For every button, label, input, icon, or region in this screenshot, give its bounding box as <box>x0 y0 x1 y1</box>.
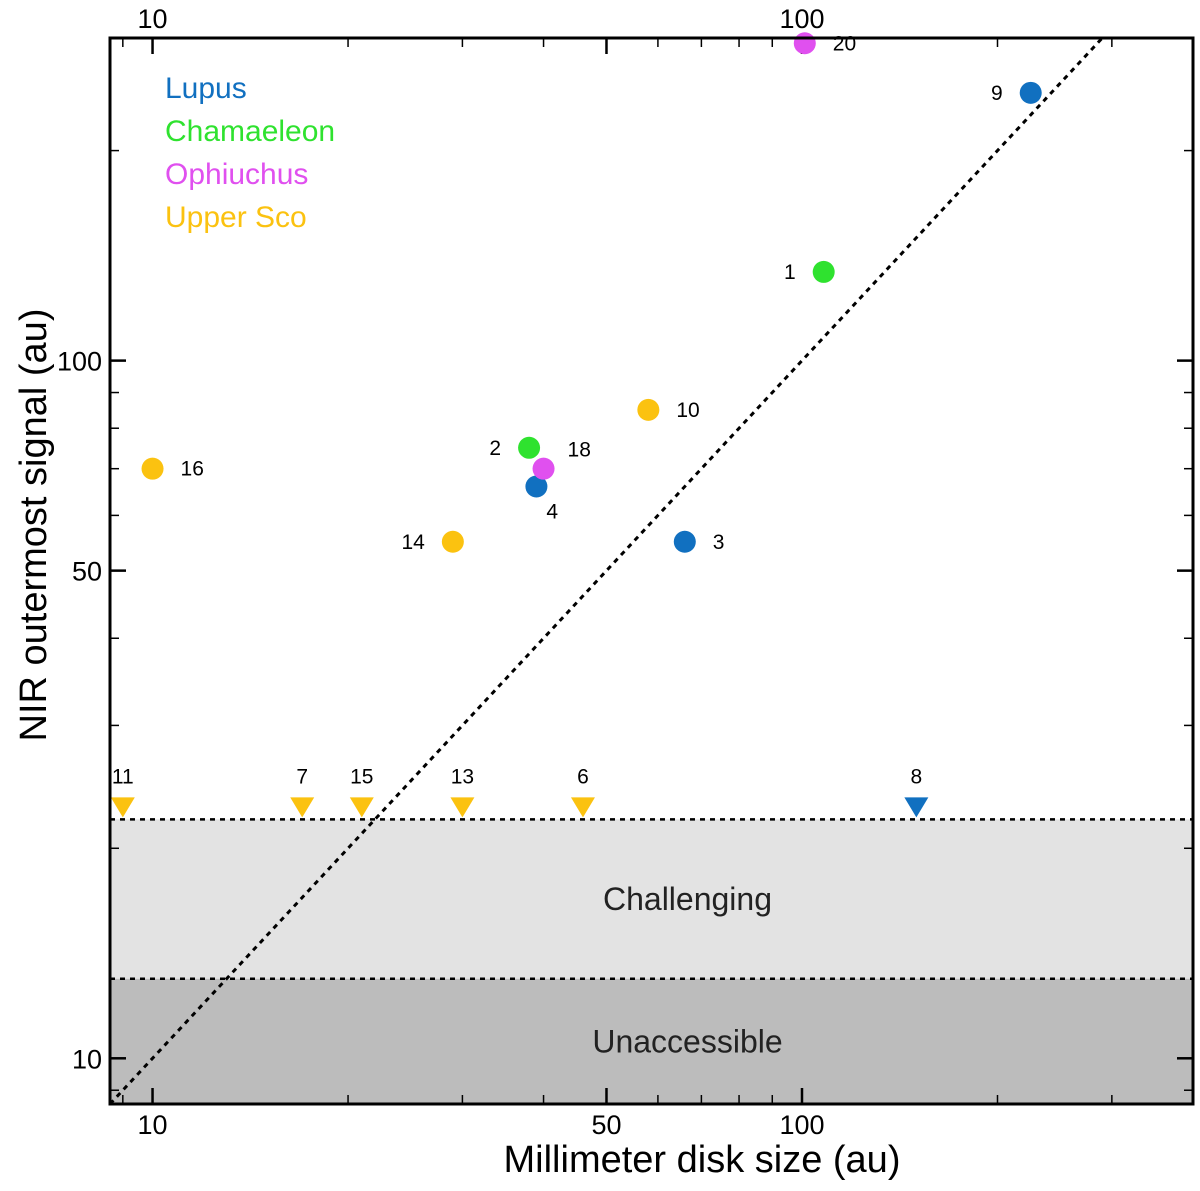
data-point-label-14: 14 <box>401 531 425 554</box>
upper-limit-label-7: 7 <box>296 765 308 788</box>
data-point-3 <box>673 530 696 553</box>
upper-limit-label-13: 13 <box>451 765 474 788</box>
data-point-label-4: 4 <box>546 501 558 524</box>
x-tick-label-top: 100 <box>779 4 824 34</box>
data-point-label-3: 3 <box>713 531 725 554</box>
ticks-layer: 10 50 100 10 100 10 50 100 <box>57 4 1194 1140</box>
legend-entry-chamaeleon: Chamaeleon <box>165 115 335 148</box>
upper-limit-label-15: 15 <box>350 765 373 788</box>
points-layer: 9 4 3 1 2 20 18 10 16 14 11 7 15 13 6 8 <box>110 32 1042 818</box>
regions-layer: Challenging Unaccessible <box>110 818 1193 1104</box>
x-tick-label-bottom: 10 <box>138 1110 168 1140</box>
x-tick-label-bottom: 100 <box>779 1110 824 1140</box>
data-point-10 <box>637 398 660 421</box>
upper-limit-label-8: 8 <box>911 765 923 788</box>
region-label-challenging: Challenging <box>603 881 772 917</box>
data-point-20 <box>793 32 816 55</box>
data-point-9 <box>1019 81 1042 104</box>
one-to-one-line <box>108 36 1104 1106</box>
x-tick-label-top: 10 <box>138 4 168 34</box>
data-point-4 <box>525 475 548 498</box>
y-tick-label: 10 <box>72 1044 102 1074</box>
x-tick-label-bottom: 50 <box>591 1110 621 1140</box>
upper-limit-marker-11 <box>110 797 135 818</box>
data-point-16 <box>141 457 164 480</box>
legend: Lupus Chamaeleon Ophiuchus Upper Sco <box>165 72 335 234</box>
upper-limit-label-6: 6 <box>577 765 589 788</box>
data-point-label-2: 2 <box>489 437 501 460</box>
x-axis-title: Millimeter disk size (au) <box>504 1139 901 1181</box>
upper-limit-marker-13 <box>450 797 475 818</box>
data-point-label-16: 16 <box>181 458 204 481</box>
y-axis-title: NIR outermost signal (au) <box>13 309 55 742</box>
data-point-label-20: 20 <box>833 32 856 55</box>
upper-limit-marker-6 <box>570 797 595 818</box>
legend-entry-upper-sco: Upper Sco <box>165 201 307 234</box>
y-tick-label: 50 <box>72 557 102 587</box>
y-tick-label: 100 <box>57 347 102 377</box>
region-unaccessible <box>110 978 1193 1104</box>
region-challenging <box>110 819 1193 979</box>
data-point-2 <box>518 436 541 459</box>
data-point-label-18: 18 <box>568 439 591 462</box>
upper-limit-marker-7 <box>290 797 315 818</box>
legend-entry-lupus: Lupus <box>165 72 247 105</box>
region-label-unaccessible: Unaccessible <box>592 1023 782 1059</box>
upper-limit-label-11: 11 <box>112 765 134 788</box>
data-point-label-1: 1 <box>784 261 796 284</box>
data-point-label-10: 10 <box>676 399 699 422</box>
reference-line-layer <box>108 36 1104 1106</box>
data-point-14 <box>441 530 464 553</box>
upper-limit-marker-8 <box>904 797 929 818</box>
legend-entry-ophiuchus: Ophiuchus <box>165 158 308 191</box>
upper-limit-marker-15 <box>349 797 374 818</box>
data-point-1 <box>812 260 835 283</box>
data-point-label-9: 9 <box>991 82 1003 105</box>
plot-frame <box>108 36 1195 1106</box>
data-point-18 <box>532 457 555 480</box>
